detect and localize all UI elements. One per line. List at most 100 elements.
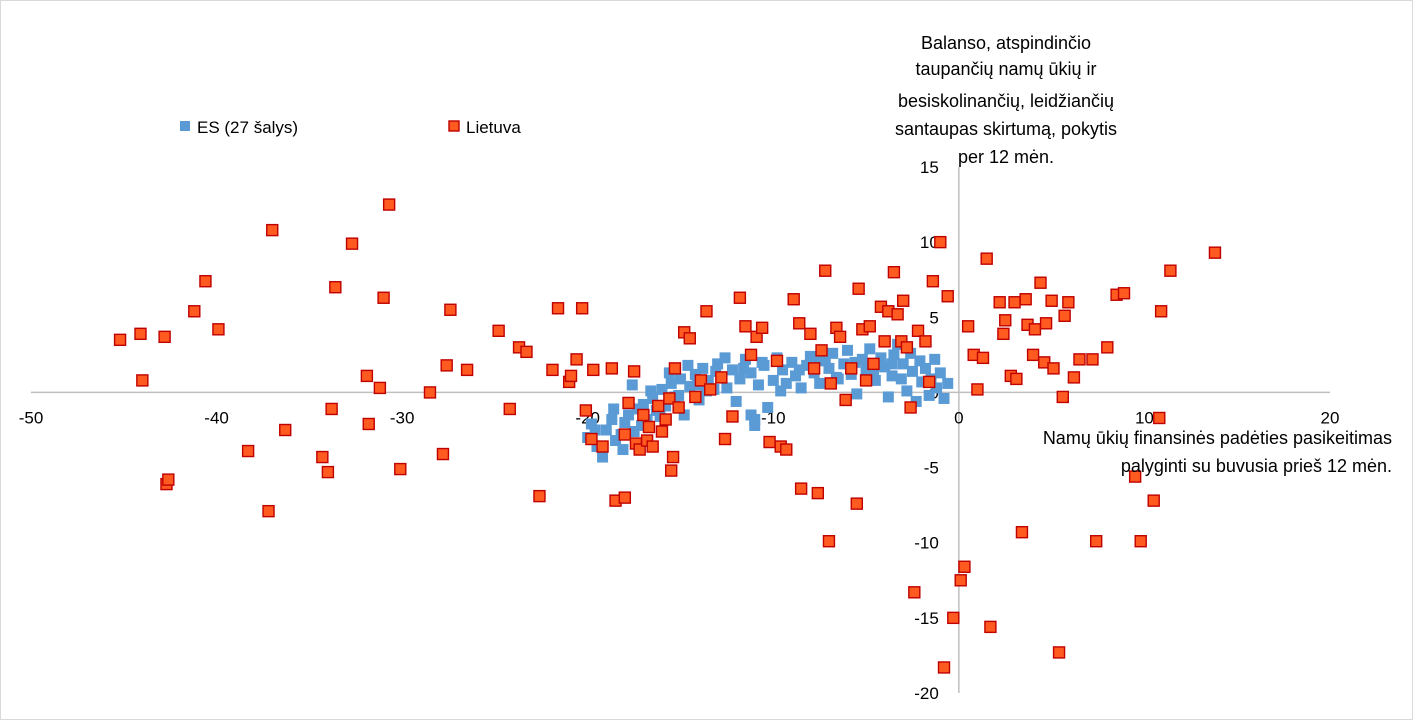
es-point — [660, 400, 672, 412]
lietuva-point — [1026, 348, 1040, 362]
lietuva-point — [878, 335, 891, 348]
lietuva-point — [373, 381, 387, 395]
es-point — [745, 367, 757, 379]
lietuva-point — [804, 327, 817, 341]
y-tick-label: -20 — [914, 684, 939, 703]
es-point — [938, 392, 950, 404]
lietuva-point — [605, 362, 619, 375]
y-axis-title-line-3: besiskolinančių, leidžiančių — [898, 91, 1114, 111]
lietuva-point — [819, 264, 832, 277]
es-point — [804, 350, 816, 362]
es-point — [793, 364, 805, 376]
lietuva-point — [423, 386, 437, 399]
es-point — [619, 416, 631, 428]
es-point — [851, 388, 863, 400]
lietuva-point — [887, 266, 901, 279]
lietuva-point — [564, 369, 578, 383]
lietuva-point — [739, 320, 752, 333]
es-point — [734, 373, 746, 385]
lietuva-point — [850, 497, 863, 510]
es-point — [790, 370, 802, 382]
lietuva-point — [1117, 287, 1131, 300]
x-tick-label: 20 — [1321, 408, 1340, 427]
lietuva-point — [551, 302, 565, 315]
lietuva-point — [655, 425, 669, 438]
es-point — [647, 392, 659, 404]
lietuva-point — [575, 302, 589, 315]
lietuva-point — [1164, 264, 1177, 277]
lietuva-point — [908, 586, 921, 599]
lietuva-point — [520, 345, 533, 359]
lietuva-point — [622, 396, 635, 410]
es-point — [879, 361, 891, 373]
es-point — [823, 362, 835, 374]
lietuva-point — [162, 473, 175, 486]
lietuva-point — [845, 362, 858, 375]
legend-marker-es — [180, 121, 190, 131]
lietuva-point — [822, 535, 836, 548]
lietuva-point — [896, 294, 910, 307]
lietuva-point — [633, 443, 646, 456]
es-point — [606, 413, 618, 425]
lietuva-point — [859, 374, 873, 387]
es-point — [931, 382, 943, 394]
lietuva-point — [900, 341, 914, 354]
es-point — [895, 373, 907, 385]
lietuva-point — [113, 333, 127, 347]
lietuva-point — [852, 282, 865, 295]
lietuva-point — [763, 435, 776, 449]
legend: ES (27 šalys) Lietuva — [180, 118, 521, 137]
lietuva-point — [1056, 390, 1069, 404]
lietuva-point — [587, 363, 600, 377]
es-point — [656, 383, 668, 395]
es-point — [856, 353, 868, 365]
lietuva-point — [199, 275, 212, 288]
lietuva-point — [1067, 371, 1081, 384]
lietuva-point — [321, 465, 335, 479]
lietuva-point — [891, 308, 904, 321]
es-point — [752, 379, 764, 391]
lietuva-point — [665, 464, 678, 477]
lietuva-point — [1058, 309, 1071, 322]
es-point — [665, 377, 677, 389]
lietuva-point — [579, 404, 593, 417]
lietuva-point — [824, 377, 838, 390]
es-point — [942, 377, 954, 389]
lietuva-point — [596, 440, 609, 453]
lietuva-point — [1128, 470, 1142, 483]
lietuva-point — [807, 362, 821, 375]
lietuva-point — [570, 353, 583, 366]
x-tick-label: 10 — [1135, 408, 1154, 427]
es-point — [775, 385, 787, 397]
y-axis-title-line-2: taupančių namų ūkių ir — [915, 59, 1096, 79]
es-point — [812, 353, 824, 365]
lietuva-point — [325, 402, 338, 416]
lietuva-point — [1062, 296, 1075, 309]
es-point — [702, 374, 714, 386]
es-point — [675, 373, 686, 385]
lietuva-point — [997, 327, 1010, 341]
lietuva-point — [922, 375, 936, 389]
lietuva-point — [316, 450, 329, 464]
y-tick-label: 15 — [920, 158, 939, 177]
lietuva-point — [1039, 317, 1053, 330]
lietuva-point — [1154, 305, 1168, 318]
lietuva-point — [780, 443, 793, 456]
es-point — [882, 391, 894, 403]
es-point — [929, 353, 941, 365]
lietuva-point — [1086, 353, 1099, 366]
es-point — [842, 344, 854, 356]
es-point — [738, 362, 750, 374]
es-point — [919, 362, 931, 374]
lietuva-point — [444, 303, 457, 316]
x-tick-label: -10 — [761, 408, 786, 427]
es-point — [637, 398, 649, 410]
es-point — [610, 435, 622, 447]
es-point — [585, 418, 597, 430]
lietuva-point — [1073, 353, 1086, 366]
x-axis-title-line-2: palyginti su buvusia prieš 12 mėn. — [1121, 456, 1392, 476]
es-point — [712, 358, 724, 370]
lietuva-point — [1089, 535, 1103, 548]
lietuva-point — [646, 440, 659, 453]
legend-label-lietuva: Lietuva — [466, 118, 521, 137]
